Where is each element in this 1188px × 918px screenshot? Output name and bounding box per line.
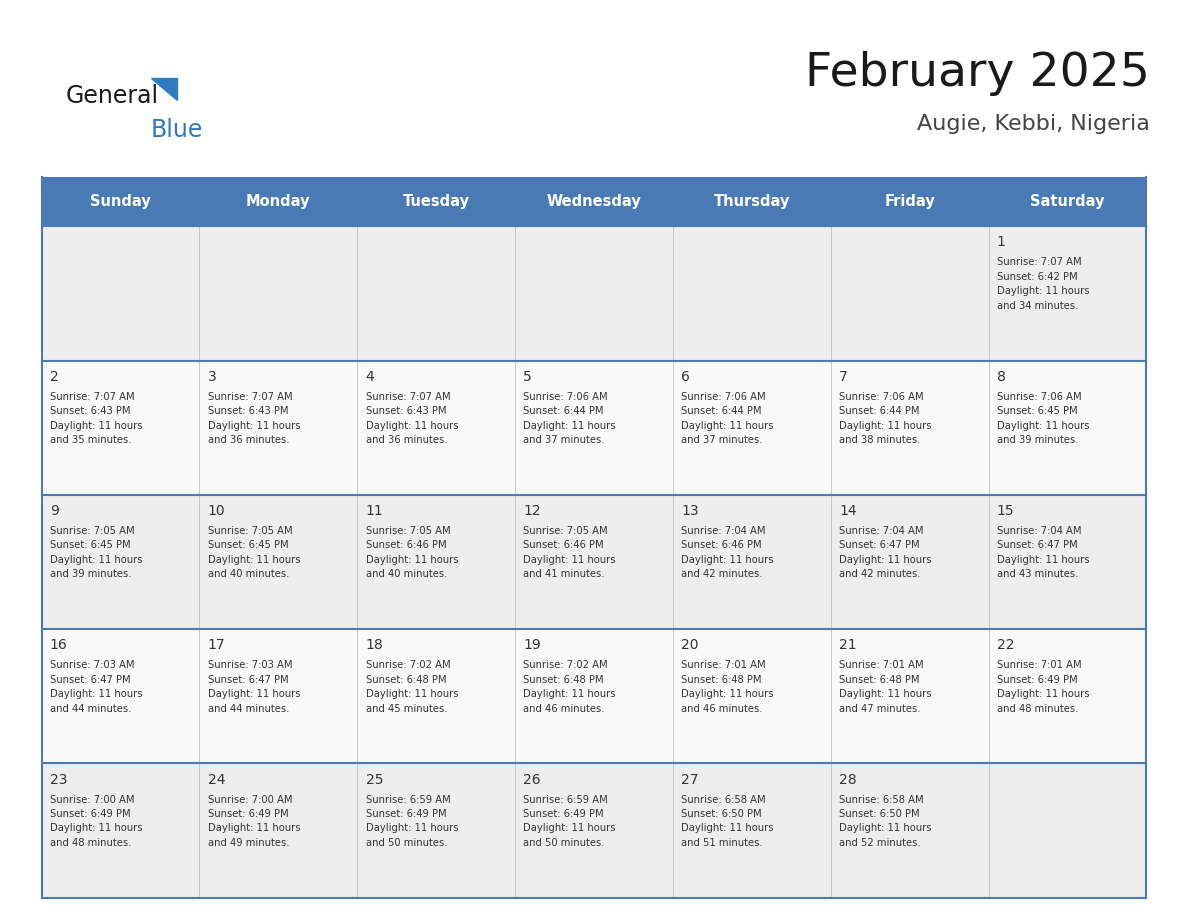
Text: 9: 9: [50, 504, 58, 518]
Text: 27: 27: [681, 773, 699, 787]
Text: 24: 24: [208, 773, 226, 787]
Text: Sunrise: 7:00 AM
Sunset: 6:49 PM
Daylight: 11 hours
and 49 minutes.: Sunrise: 7:00 AM Sunset: 6:49 PM Dayligh…: [208, 795, 301, 848]
Text: Sunrise: 7:01 AM
Sunset: 6:48 PM
Daylight: 11 hours
and 46 minutes.: Sunrise: 7:01 AM Sunset: 6:48 PM Dayligh…: [681, 660, 773, 713]
Text: Sunrise: 6:58 AM
Sunset: 6:50 PM
Daylight: 11 hours
and 51 minutes.: Sunrise: 6:58 AM Sunset: 6:50 PM Dayligh…: [681, 795, 773, 848]
Text: 10: 10: [208, 504, 226, 518]
Bar: [358, 177, 516, 226]
Text: 23: 23: [50, 773, 68, 787]
Text: 1: 1: [997, 235, 1006, 250]
Text: Augie, Kebbi, Nigeria: Augie, Kebbi, Nigeria: [917, 114, 1150, 134]
Text: Sunrise: 6:59 AM
Sunset: 6:49 PM
Daylight: 11 hours
and 50 minutes.: Sunrise: 6:59 AM Sunset: 6:49 PM Dayligh…: [366, 795, 459, 848]
Bar: [516, 177, 672, 226]
Text: 25: 25: [366, 773, 383, 787]
Bar: [42, 764, 1146, 898]
Text: Sunday: Sunday: [90, 195, 151, 209]
Text: 3: 3: [208, 370, 216, 384]
Text: 2: 2: [50, 370, 58, 384]
Text: Sunrise: 7:06 AM
Sunset: 6:45 PM
Daylight: 11 hours
and 39 minutes.: Sunrise: 7:06 AM Sunset: 6:45 PM Dayligh…: [997, 392, 1089, 445]
Text: 15: 15: [997, 504, 1015, 518]
Text: Sunrise: 7:04 AM
Sunset: 6:47 PM
Daylight: 11 hours
and 42 minutes.: Sunrise: 7:04 AM Sunset: 6:47 PM Dayligh…: [839, 526, 931, 579]
Text: Wednesday: Wednesday: [546, 195, 642, 209]
Text: Sunrise: 7:01 AM
Sunset: 6:49 PM
Daylight: 11 hours
and 48 minutes.: Sunrise: 7:01 AM Sunset: 6:49 PM Dayligh…: [997, 660, 1089, 713]
Text: 21: 21: [839, 638, 857, 653]
Polygon shape: [151, 78, 177, 100]
Text: Blue: Blue: [151, 118, 203, 142]
Text: Sunrise: 7:07 AM
Sunset: 6:43 PM
Daylight: 11 hours
and 36 minutes.: Sunrise: 7:07 AM Sunset: 6:43 PM Dayligh…: [366, 392, 459, 445]
Text: Sunrise: 6:59 AM
Sunset: 6:49 PM
Daylight: 11 hours
and 50 minutes.: Sunrise: 6:59 AM Sunset: 6:49 PM Dayligh…: [524, 795, 615, 848]
Text: Sunrise: 7:03 AM
Sunset: 6:47 PM
Daylight: 11 hours
and 44 minutes.: Sunrise: 7:03 AM Sunset: 6:47 PM Dayligh…: [50, 660, 143, 713]
Text: 26: 26: [524, 773, 541, 787]
Bar: [988, 177, 1146, 226]
Bar: [42, 177, 200, 226]
Bar: [200, 177, 358, 226]
Bar: [42, 226, 1146, 361]
Text: Sunrise: 7:05 AM
Sunset: 6:46 PM
Daylight: 11 hours
and 40 minutes.: Sunrise: 7:05 AM Sunset: 6:46 PM Dayligh…: [366, 526, 459, 579]
Text: 5: 5: [524, 370, 532, 384]
Bar: [42, 361, 1146, 495]
Text: February 2025: February 2025: [805, 50, 1150, 96]
Text: Sunrise: 7:06 AM
Sunset: 6:44 PM
Daylight: 11 hours
and 37 minutes.: Sunrise: 7:06 AM Sunset: 6:44 PM Dayligh…: [681, 392, 773, 445]
Bar: [42, 629, 1146, 764]
Text: Tuesday: Tuesday: [403, 195, 469, 209]
Text: Sunrise: 7:04 AM
Sunset: 6:46 PM
Daylight: 11 hours
and 42 minutes.: Sunrise: 7:04 AM Sunset: 6:46 PM Dayligh…: [681, 526, 773, 579]
Text: Sunrise: 7:03 AM
Sunset: 6:47 PM
Daylight: 11 hours
and 44 minutes.: Sunrise: 7:03 AM Sunset: 6:47 PM Dayligh…: [208, 660, 301, 713]
Text: Thursday: Thursday: [714, 195, 790, 209]
Text: 4: 4: [366, 370, 374, 384]
Text: Sunrise: 7:04 AM
Sunset: 6:47 PM
Daylight: 11 hours
and 43 minutes.: Sunrise: 7:04 AM Sunset: 6:47 PM Dayligh…: [997, 526, 1089, 579]
Text: Sunrise: 7:06 AM
Sunset: 6:44 PM
Daylight: 11 hours
and 37 minutes.: Sunrise: 7:06 AM Sunset: 6:44 PM Dayligh…: [524, 392, 615, 445]
Bar: [672, 177, 830, 226]
Text: Saturday: Saturday: [1030, 195, 1105, 209]
Text: Sunrise: 7:01 AM
Sunset: 6:48 PM
Daylight: 11 hours
and 47 minutes.: Sunrise: 7:01 AM Sunset: 6:48 PM Dayligh…: [839, 660, 931, 713]
Text: Monday: Monday: [246, 195, 310, 209]
Text: 20: 20: [681, 638, 699, 653]
Text: 11: 11: [366, 504, 384, 518]
Text: Sunrise: 7:07 AM
Sunset: 6:43 PM
Daylight: 11 hours
and 35 minutes.: Sunrise: 7:07 AM Sunset: 6:43 PM Dayligh…: [50, 392, 143, 445]
Text: Sunrise: 7:02 AM
Sunset: 6:48 PM
Daylight: 11 hours
and 45 minutes.: Sunrise: 7:02 AM Sunset: 6:48 PM Dayligh…: [366, 660, 459, 713]
Text: Sunrise: 7:06 AM
Sunset: 6:44 PM
Daylight: 11 hours
and 38 minutes.: Sunrise: 7:06 AM Sunset: 6:44 PM Dayligh…: [839, 392, 931, 445]
Text: Friday: Friday: [884, 195, 935, 209]
Text: 16: 16: [50, 638, 68, 653]
Text: Sunrise: 7:05 AM
Sunset: 6:45 PM
Daylight: 11 hours
and 40 minutes.: Sunrise: 7:05 AM Sunset: 6:45 PM Dayligh…: [208, 526, 301, 579]
Text: Sunrise: 6:58 AM
Sunset: 6:50 PM
Daylight: 11 hours
and 52 minutes.: Sunrise: 6:58 AM Sunset: 6:50 PM Dayligh…: [839, 795, 931, 848]
Text: 17: 17: [208, 638, 226, 653]
Text: Sunrise: 7:07 AM
Sunset: 6:42 PM
Daylight: 11 hours
and 34 minutes.: Sunrise: 7:07 AM Sunset: 6:42 PM Dayligh…: [997, 257, 1089, 310]
Text: Sunrise: 7:05 AM
Sunset: 6:46 PM
Daylight: 11 hours
and 41 minutes.: Sunrise: 7:05 AM Sunset: 6:46 PM Dayligh…: [524, 526, 615, 579]
Text: Sunrise: 7:02 AM
Sunset: 6:48 PM
Daylight: 11 hours
and 46 minutes.: Sunrise: 7:02 AM Sunset: 6:48 PM Dayligh…: [524, 660, 615, 713]
Text: 22: 22: [997, 638, 1015, 653]
Text: 7: 7: [839, 370, 848, 384]
Bar: [830, 177, 988, 226]
Text: 6: 6: [681, 370, 690, 384]
Text: 18: 18: [366, 638, 384, 653]
Text: Sunrise: 7:05 AM
Sunset: 6:45 PM
Daylight: 11 hours
and 39 minutes.: Sunrise: 7:05 AM Sunset: 6:45 PM Dayligh…: [50, 526, 143, 579]
Text: General: General: [65, 84, 158, 108]
Text: 8: 8: [997, 370, 1006, 384]
Text: Sunrise: 7:07 AM
Sunset: 6:43 PM
Daylight: 11 hours
and 36 minutes.: Sunrise: 7:07 AM Sunset: 6:43 PM Dayligh…: [208, 392, 301, 445]
Text: 12: 12: [524, 504, 541, 518]
Text: 13: 13: [681, 504, 699, 518]
Text: Sunrise: 7:00 AM
Sunset: 6:49 PM
Daylight: 11 hours
and 48 minutes.: Sunrise: 7:00 AM Sunset: 6:49 PM Dayligh…: [50, 795, 143, 848]
Text: 19: 19: [524, 638, 542, 653]
Text: 14: 14: [839, 504, 857, 518]
Bar: [42, 495, 1146, 629]
Text: 28: 28: [839, 773, 857, 787]
